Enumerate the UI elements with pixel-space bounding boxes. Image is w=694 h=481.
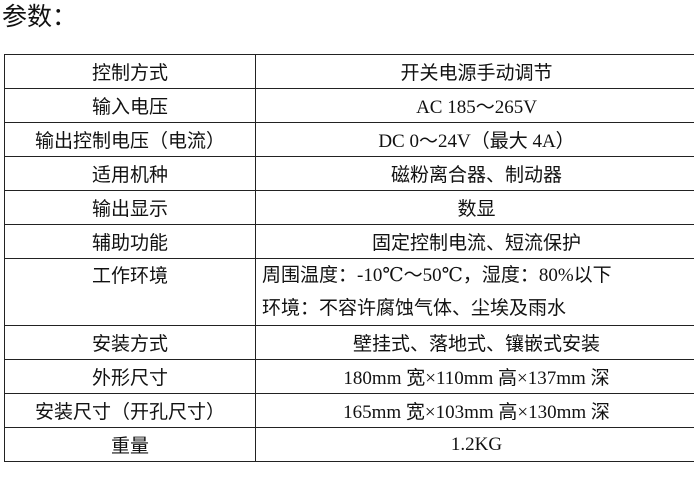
table-row: 输入电压 AC 185～265V <box>4 88 694 123</box>
param-label: 外形尺寸 <box>4 359 256 394</box>
param-value: DC 0～24V（最大 4A） <box>255 122 694 157</box>
param-value: 165mm 宽×103mm 高×130mm 深 <box>255 393 694 428</box>
table-row: 工作环境 周围温度：-10℃～50℃，湿度：80%以下 环境：不容许腐蚀气体、尘埃及… <box>4 258 694 326</box>
param-value: 180mm 宽×110mm 高×137mm 深 <box>255 359 694 394</box>
param-label: 重量 <box>4 427 256 462</box>
param-label: 输出显示 <box>4 190 256 225</box>
param-label: 安装尺寸（开孔尺寸） <box>4 393 256 428</box>
table-row: 辅助功能 固定控制电流、短流保护 <box>4 224 694 259</box>
param-label: 输出控制电压（电流） <box>4 122 256 157</box>
table-row: 重量 1.2KG <box>4 427 694 462</box>
param-label: 输入电压 <box>4 88 256 123</box>
table-row: 安装尺寸（开孔尺寸） 165mm 宽×103mm 高×130mm 深 <box>4 393 694 428</box>
param-value-line: 周围温度：-10℃～50℃，湿度：80%以下 <box>262 265 612 286</box>
param-label: 安装方式 <box>4 325 256 360</box>
param-value: 周围温度：-10℃～50℃，湿度：80%以下 环境：不容许腐蚀气体、尘埃及雨水 <box>255 258 694 326</box>
param-value: 1.2KG <box>255 427 694 462</box>
param-value: 固定控制电流、短流保护 <box>255 224 694 259</box>
table-row: 安装方式 壁挂式、落地式、镶嵌式安装 <box>4 325 694 360</box>
param-label: 辅助功能 <box>4 224 256 259</box>
parameters-table: 控制方式 开关电源手动调节 输入电压 AC 185～265V 输出控制电压（电流） DC … <box>4 54 694 462</box>
param-label: 工作环境 <box>4 258 256 326</box>
param-value: 开关电源手动调节 <box>255 54 694 89</box>
param-label: 控制方式 <box>4 54 256 89</box>
table-row: 控制方式 开关电源手动调节 <box>4 54 694 89</box>
param-value: 数显 <box>255 190 694 225</box>
table-row: 输出显示 数显 <box>4 190 694 225</box>
param-label: 适用机种 <box>4 156 256 191</box>
table-row: 外形尺寸 180mm 宽×110mm 高×137mm 深 <box>4 359 694 394</box>
table-row: 输出控制电压（电流） DC 0～24V（最大 4A） <box>4 122 694 157</box>
param-value: 磁粉离合器、制动器 <box>255 156 694 191</box>
param-value: AC 185～265V <box>255 88 694 123</box>
section-title: 参数： <box>2 4 78 31</box>
param-value-line: 环境：不容许腐蚀气体、尘埃及雨水 <box>262 298 567 319</box>
param-value: 壁挂式、落地式、镶嵌式安装 <box>255 325 694 360</box>
table-row: 适用机种 磁粉离合器、制动器 <box>4 156 694 191</box>
